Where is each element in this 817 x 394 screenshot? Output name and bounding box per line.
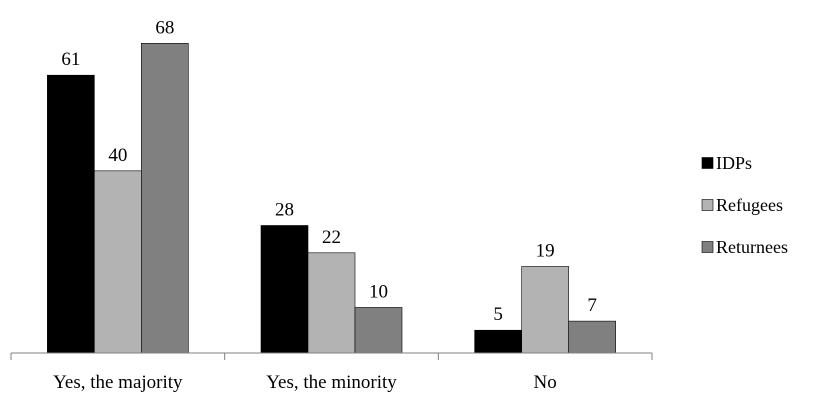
legend-label-idps: IDPs — [716, 153, 752, 173]
bar-refugees-yes-the-majority — [94, 170, 142, 354]
x-axis: Yes, the majority Yes, the minority No — [10, 352, 653, 393]
legend-swatch-refugees — [701, 199, 714, 211]
legend-swatch-idps — [701, 157, 714, 169]
data-label-idps-yes-the-majority: 61 — [61, 49, 80, 70]
bar-returnees-yes-the-majority — [141, 43, 189, 354]
data-label-returnees-no: 7 — [587, 295, 597, 316]
data-label-refugees-no: 19 — [536, 240, 555, 261]
bars-group — [47, 43, 616, 354]
category-label-yes-the-minority: Yes, the minority — [266, 372, 397, 393]
category-label-yes-the-majority: Yes, the majority — [53, 372, 183, 393]
data-label-returnees-yes-the-majority: 68 — [155, 17, 174, 38]
data-labels-group: 61 40 68 28 22 10 5 19 7 — [61, 17, 597, 325]
bar-refugees-no — [521, 266, 569, 354]
legend-label-returnees: Returnees — [716, 237, 788, 257]
data-label-idps-no: 5 — [493, 304, 503, 325]
data-label-idps-yes-the-minority: 28 — [275, 199, 294, 220]
bar-idps-yes-the-majority — [47, 74, 95, 354]
legend-swatch-returnees — [701, 241, 714, 253]
bar-refugees-yes-the-minority — [307, 252, 356, 354]
bar-returnees-yes-the-minority — [354, 307, 403, 354]
legend: IDPs Refugees Returnees — [701, 153, 788, 257]
legend-label-refugees: Refugees — [716, 195, 783, 215]
bar-idps-yes-the-minority — [260, 225, 309, 354]
data-label-refugees-yes-the-majority: 40 — [108, 145, 127, 166]
bar-idps-no — [474, 329, 522, 354]
data-label-refugees-yes-the-minority: 22 — [322, 227, 341, 248]
bar-returnees-no — [568, 320, 616, 354]
category-label-no: No — [534, 372, 557, 393]
data-label-returnees-yes-the-minority: 10 — [369, 281, 388, 302]
